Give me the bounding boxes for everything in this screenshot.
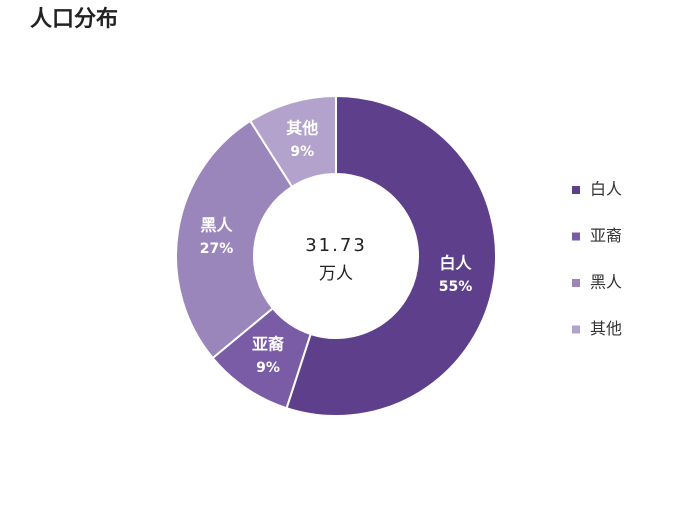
slice-value-label: 9% bbox=[256, 360, 280, 376]
legend-swatch bbox=[572, 232, 580, 241]
center-value: 31.73 bbox=[305, 235, 367, 256]
slice bbox=[175, 119, 294, 360]
legend-swatch bbox=[572, 325, 580, 334]
center-unit: 万人 bbox=[319, 264, 353, 284]
legend-label: 亚裔 bbox=[590, 226, 622, 245]
legend-swatch bbox=[572, 186, 580, 194]
slice bbox=[285, 94, 497, 417]
chart-title: 人口分布 bbox=[30, 6, 118, 32]
slice-label: 亚裔 bbox=[252, 335, 284, 354]
slice-label: 其他 bbox=[286, 118, 318, 137]
legend-label: 其他 bbox=[590, 319, 622, 338]
legend-swatch bbox=[572, 279, 580, 287]
slice-value-label: 27% bbox=[200, 241, 234, 257]
slice bbox=[248, 94, 337, 189]
legend-label: 黑人 bbox=[590, 273, 622, 292]
slice-label: 白人 bbox=[440, 253, 473, 272]
slice-label: 黑人 bbox=[200, 216, 233, 235]
slice-value-label: 9% bbox=[290, 144, 314, 160]
legend-label: 白人 bbox=[590, 180, 622, 199]
slice-value-label: 55% bbox=[439, 279, 473, 295]
